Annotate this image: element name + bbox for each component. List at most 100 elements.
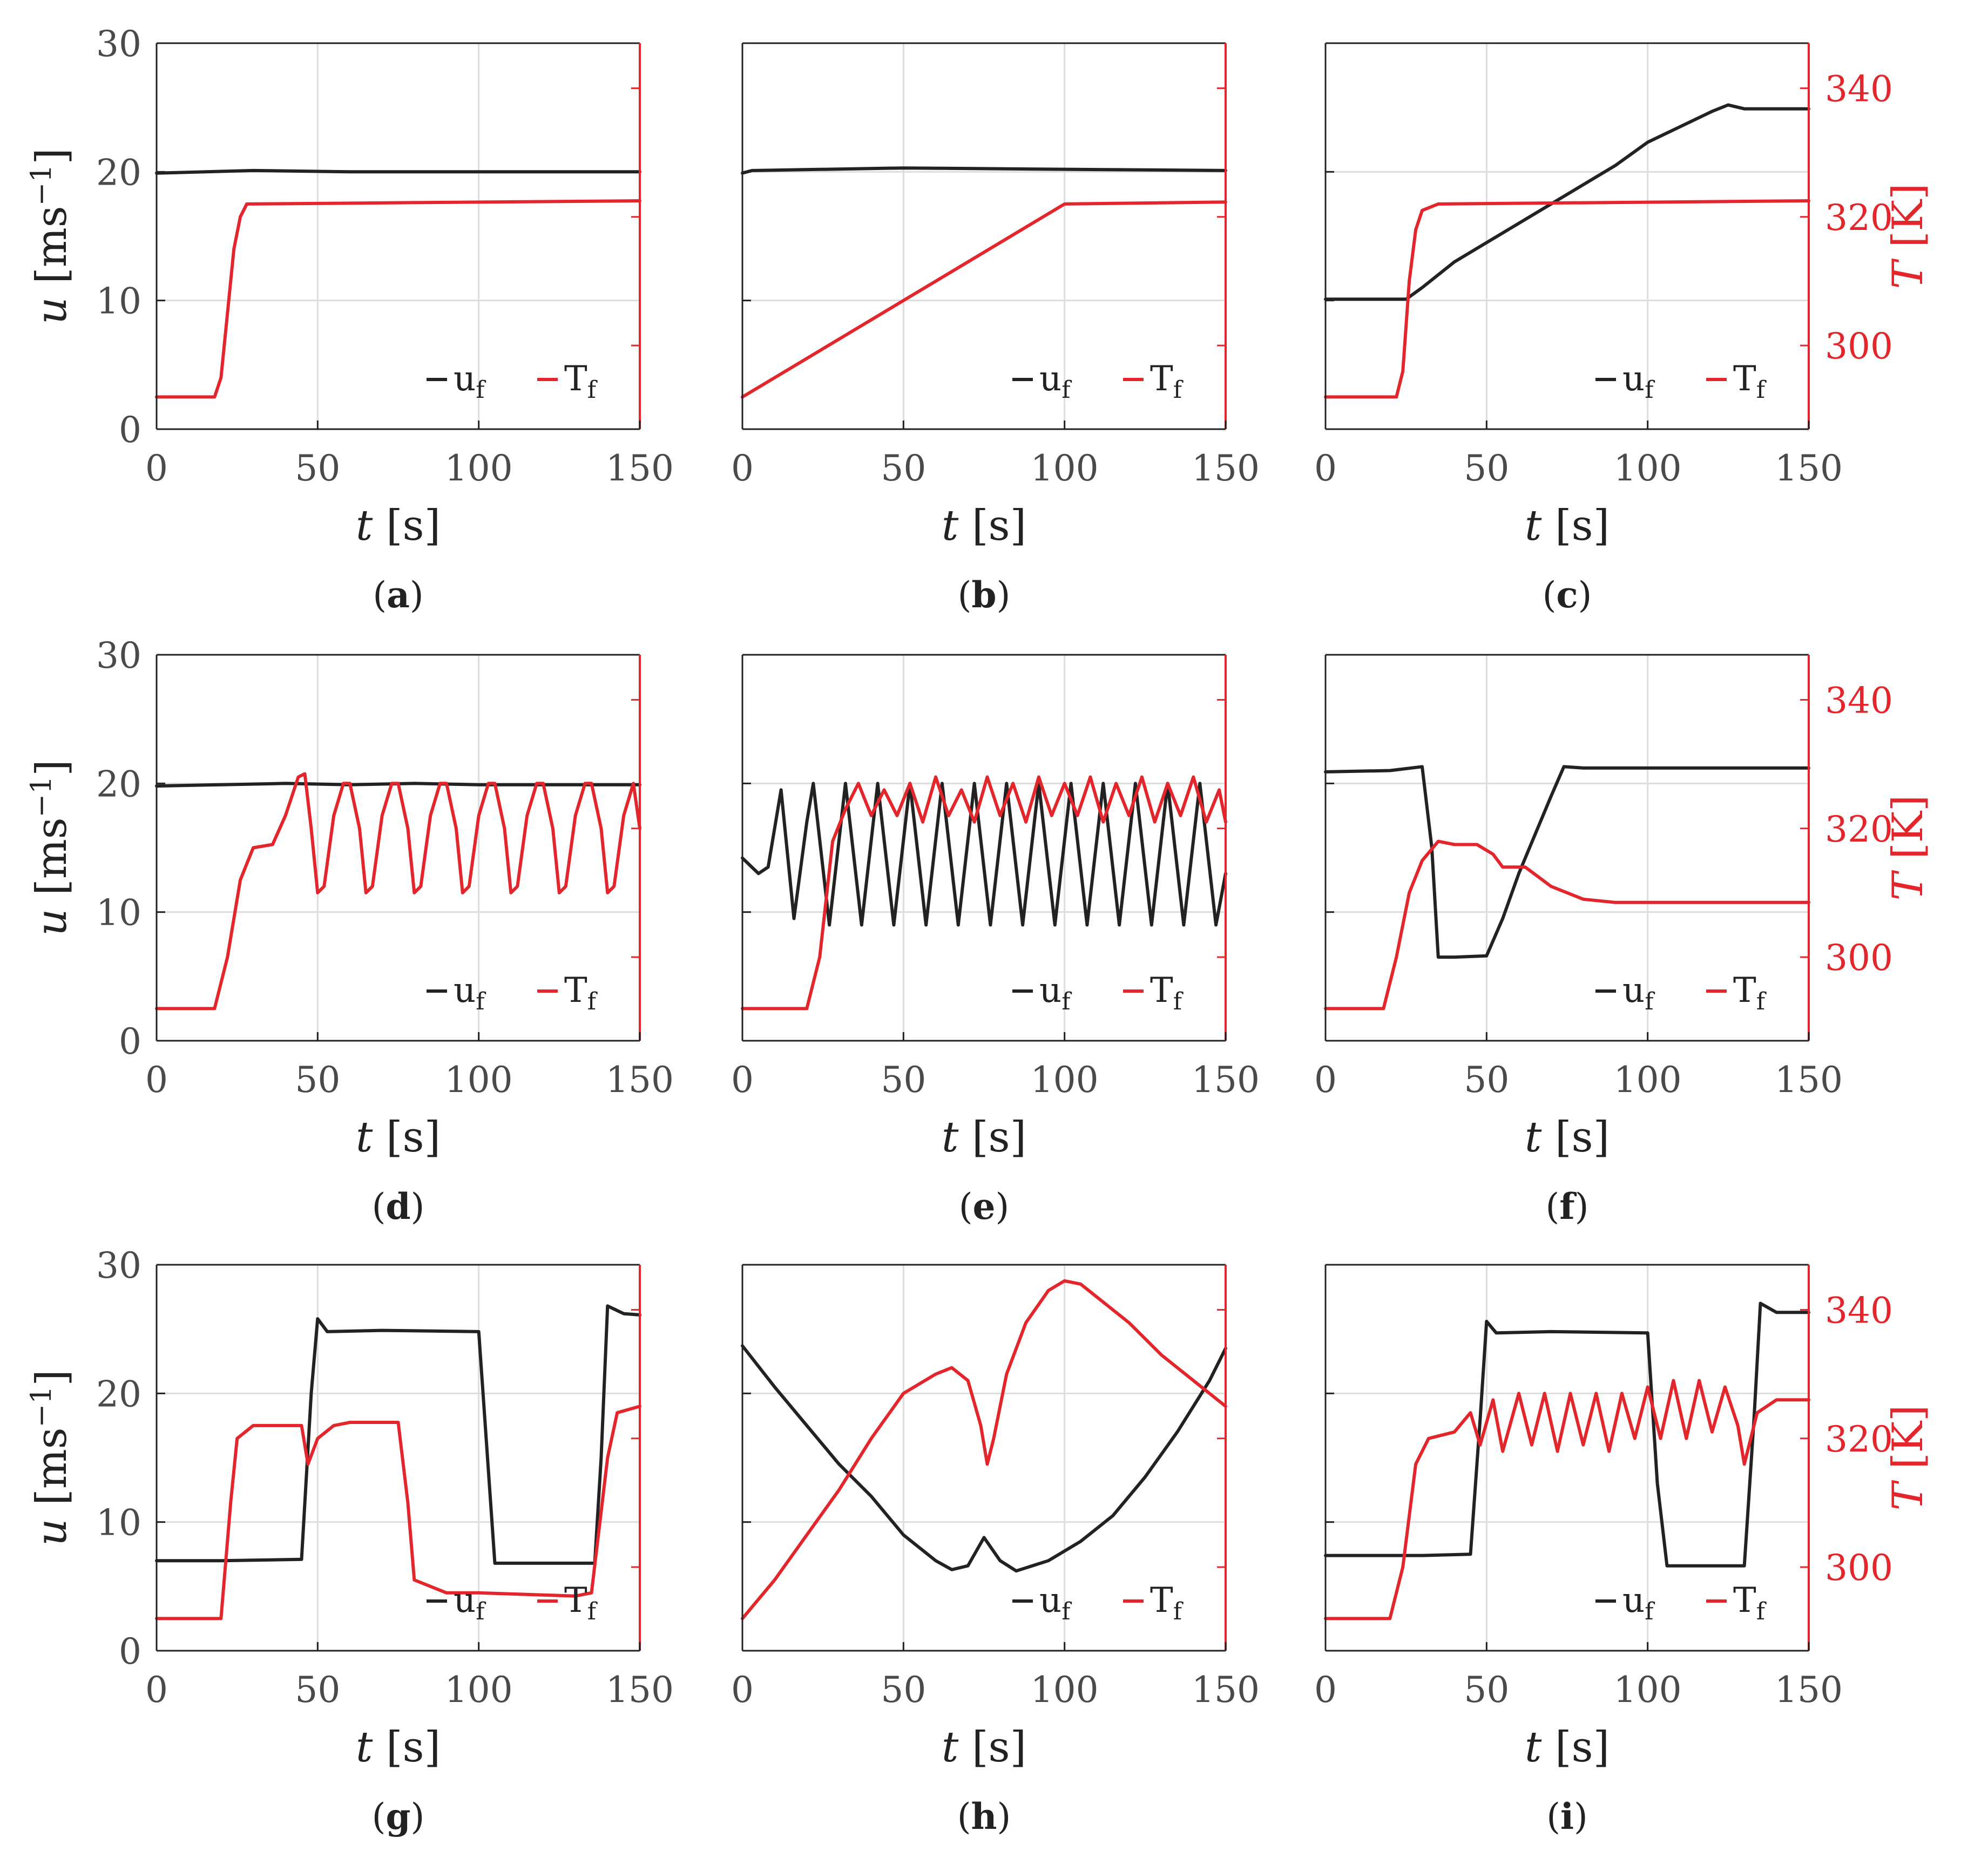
caption-letter: i (1560, 1795, 1574, 1837)
x-axis-label-unit: [s] (373, 1723, 441, 1772)
legend-label-T: Tf (1733, 359, 1767, 404)
legend-label-u-sub: f (476, 376, 486, 404)
series-line-uf (155, 1304, 641, 1565)
x-tick-label: 50 (295, 1669, 340, 1711)
y-left-label-exp: −1 (25, 1386, 58, 1428)
y-left-tick-label: 10 (96, 1502, 141, 1544)
y-right-label-symbol: T (1884, 258, 1932, 289)
x-tick-label: 0 (1314, 447, 1337, 489)
x-axis-label-unit: [s] (958, 1113, 1026, 1162)
caption-paren-close: ) (997, 1796, 1011, 1837)
y-left-tick-label: 0 (119, 1631, 141, 1672)
x-axis-label: t [s] (356, 1113, 441, 1162)
legend-label-u: uf (1039, 1581, 1072, 1625)
panel-caption: (c) (1543, 574, 1592, 616)
x-tick-label: 150 (1775, 1059, 1843, 1101)
x-axis-label-symbol: t (942, 1723, 959, 1772)
y-left-axis-label: u [ms−1] (25, 1369, 76, 1546)
x-tick-label: 0 (1314, 1059, 1337, 1101)
caption-paren-close: ) (1578, 574, 1592, 616)
caption-paren-open: ( (958, 574, 972, 616)
legend-label-T: Tf (564, 359, 598, 404)
x-tick-label: 150 (606, 1059, 674, 1101)
legend-label-T: Tf (1150, 971, 1184, 1015)
x-tick-label: 50 (1464, 1669, 1509, 1711)
legend-label-u: uf (454, 971, 486, 1015)
y-left-label-symbol: u (28, 1519, 76, 1546)
caption-paren-close: ) (410, 574, 424, 616)
y-right-tick-label: 340 (1825, 68, 1893, 110)
y-left-tick-label: 20 (96, 1373, 141, 1415)
legend-label-u-base: u (1039, 1581, 1061, 1620)
series-line-Tf (741, 1279, 1227, 1620)
x-tick-label: 150 (1192, 447, 1260, 489)
x-tick-label: 50 (1464, 447, 1509, 489)
x-tick-label: 100 (1031, 1059, 1099, 1101)
y-left-tick-label: 20 (96, 152, 141, 193)
y-left-tick-label: 0 (119, 1021, 141, 1062)
caption-letter: f (1559, 1185, 1577, 1228)
x-tick-label: 0 (731, 1669, 754, 1711)
y-right-label-unit: [K] (1884, 795, 1932, 873)
legend-label-T-base: T (1733, 971, 1756, 1011)
x-tick-label: 0 (145, 1669, 168, 1711)
y-left-label-symbol: u (28, 297, 76, 324)
x-tick-label: 50 (881, 1059, 926, 1101)
x-axis-label-unit: [s] (1541, 501, 1610, 550)
x-axis-label: t [s] (356, 501, 441, 550)
caption-paren-open: ( (1543, 574, 1557, 616)
y-left-axis-label: u [ms−1] (25, 148, 76, 324)
y-right-tick-label: 340 (1825, 680, 1893, 721)
y-left-tick-label: 10 (96, 281, 141, 322)
panel-caption: (e) (959, 1185, 1010, 1228)
legend-label-T-base: T (564, 359, 587, 399)
y-left-axis-label: u [ms−1] (25, 760, 76, 936)
x-tick-label: 0 (731, 1059, 754, 1101)
x-tick-label: 150 (1192, 1669, 1260, 1711)
y-right-label-unit: [K] (1884, 184, 1932, 261)
legend-label-T-sub: f (587, 376, 598, 404)
x-tick-label: 0 (145, 447, 168, 489)
panel-caption: (a) (373, 574, 423, 616)
x-axis-label: t [s] (1525, 501, 1610, 550)
caption-letter: d (386, 1185, 410, 1228)
y-right-label-symbol: T (1884, 1480, 1932, 1510)
caption-paren-close: ) (996, 1186, 1010, 1228)
y-left-tick-label: 20 (96, 763, 141, 805)
legend-label-T-sub: f (1173, 376, 1184, 404)
series-line-Tf (155, 772, 641, 1011)
x-tick-label: 100 (1614, 1059, 1682, 1101)
caption-letter: a (387, 574, 410, 616)
x-tick-label: 50 (881, 447, 926, 489)
x-axis-label-unit: [s] (373, 501, 441, 550)
x-tick-label: 0 (145, 1059, 168, 1101)
x-axis-label-symbol: t (1525, 1113, 1542, 1162)
legend-label-T-base: T (564, 1581, 587, 1620)
y-right-axis-label: T [K] (1884, 795, 1932, 901)
x-tick-label: 100 (445, 447, 513, 489)
x-axis-label-unit: [s] (1541, 1113, 1610, 1162)
x-axis-label: t [s] (942, 501, 1026, 550)
y-right-tick-label: 300 (1825, 937, 1893, 979)
legend-label-T-base: T (1150, 359, 1173, 399)
legend-label-T: Tf (564, 1581, 598, 1625)
legend-label-u-sub: f (1645, 988, 1655, 1015)
legend-label-u-sub: f (1061, 988, 1072, 1015)
x-axis-label: t [s] (356, 1723, 441, 1772)
x-tick-label: 50 (1464, 1059, 1509, 1101)
panel-caption: (g) (372, 1795, 425, 1837)
caption-paren-close: ) (1574, 1796, 1588, 1837)
x-axis-label: t [s] (1525, 1113, 1610, 1162)
caption-letter: g (386, 1795, 410, 1837)
y-right-label-symbol: T (1884, 870, 1932, 900)
y-right-tick-label: 320 (1825, 809, 1893, 850)
x-axis-label-unit: [s] (1541, 1723, 1610, 1772)
legend-label-T-sub: f (1173, 988, 1184, 1015)
legend-label-T-base: T (1733, 1581, 1756, 1620)
